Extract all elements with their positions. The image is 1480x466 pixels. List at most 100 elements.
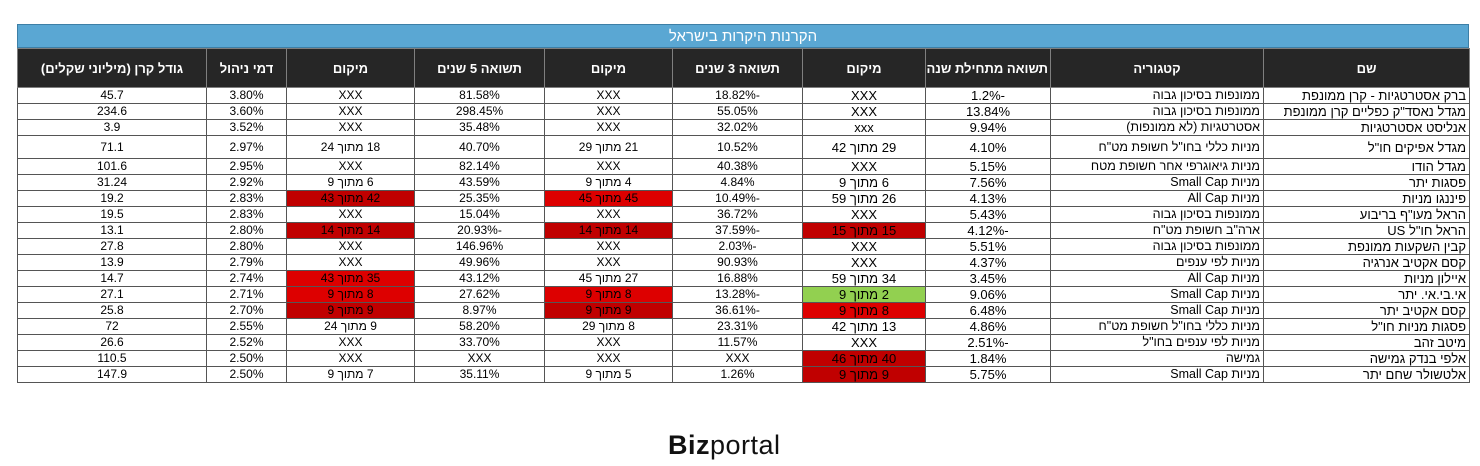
cell-name: מיטב זהב [1263,334,1470,351]
cell-rank-5y: XXX [286,334,415,351]
cell-category: מניות Small Cap [1050,366,1264,383]
cell-category: מניות Small Cap [1050,302,1264,319]
cell-rank-5y: XXX [286,87,415,104]
cell-rank-ytd: 13 מתוך 42 [802,318,926,335]
cell-fee: 3.80% [206,87,287,104]
cell-rank-5y: 9 מתוך 9 [286,302,415,319]
cell-return-3y: 10.52% [672,135,803,159]
cell-rank-3y: 27 מתוך 45 [544,270,673,287]
cell-rank-3y: XXX [544,87,673,104]
cell-rank-5y: XXX [286,206,415,223]
cell-name: מגדל אפיקים חו"ל [1263,135,1470,159]
cell-size: 101.6 [17,158,207,175]
cell-size: 13.9 [17,254,207,271]
cell-ytd: 5.51% [925,238,1051,255]
cell-return-5y: 58.20% [414,318,545,335]
cell-return-3y: 32.02% [672,119,803,136]
cell-rank-5y: 7 מתוך 9 [286,366,415,383]
cell-fee: 2.70% [206,302,287,319]
cell-ytd: 4.37% [925,254,1051,271]
cell-rank-ytd: XXX [802,206,926,223]
cell-size: 27.8 [17,238,207,255]
col-header-3y: תשואה 3 שנים [672,48,803,88]
cell-rank-ytd: XXX [802,87,926,104]
cell-rank-ytd: XXX [802,254,926,271]
cell-return-5y: 43.12% [414,270,545,287]
header-row: שם קטגוריה תשואה מתחילת שנה מיקום תשואה … [17,48,1470,88]
cell-rank-3y: XXX [544,206,673,223]
cell-name: איילון מניות [1263,270,1470,287]
cell-rank-3y: 8 מתוך 29 [544,318,673,335]
table-row: מגדל נאסד"ק כפליים קרן ממונפת ממונפות בסי… [17,103,1470,120]
cell-rank-5y: XXX [286,158,415,175]
cell-rank-3y: 21 מתוך 29 [544,135,673,159]
cell-category: ארה"ב חשופת מט"ח [1050,222,1264,239]
cell-ytd: 3.45% [925,270,1051,287]
cell-name: קסם אקטיב יתר [1263,302,1470,319]
cell-ytd: 9.06% [925,286,1051,303]
cell-category: מניות כללי בחו"ל חשופת מט"ח [1050,318,1264,335]
cell-return-5y: -20.93% [414,222,545,239]
col-header-rank-ytd: מיקום [802,48,926,88]
cell-fee: 3.60% [206,103,287,120]
cell-return-5y: 82.14% [414,158,545,175]
bizportal-logo: Bizportal [668,430,781,460]
cell-category: מניות גיאוגרפי אחר חשופת מטח [1050,158,1264,175]
cell-name: מגדל הודו [1263,158,1470,175]
cell-ytd: 7.56% [925,174,1051,191]
cell-return-3y: 40.38% [672,158,803,175]
table-row: פסגות מניות חו"ל מניות כללי בחו"ל חשופת מ… [17,318,1470,335]
cell-rank-5y: XXX [286,350,415,367]
cell-name: הראל מעו"ף בריבוע [1263,206,1470,223]
cell-size: 31.24 [17,174,207,191]
cell-name: ברק אסטרטגיות - קרן ממונפת [1263,87,1470,104]
cell-fee: 2.79% [206,254,287,271]
cell-rank-5y: 9 מתוך 24 [286,318,415,335]
table-row: מיטב זהב מניות לפי ענפים בחו"ל -2.51% XXX 11… [17,334,1470,351]
cell-category: ממונפות בסיכון גבוה [1050,103,1264,120]
cell-ytd: 13.84% [925,103,1051,120]
cell-ytd: 9.94% [925,119,1051,136]
cell-ytd: -4.12% [925,222,1051,239]
cell-fee: 2.83% [206,190,287,207]
cell-rank-ytd: XXX [802,334,926,351]
cell-return-3y: XXX [672,350,803,367]
cell-return-5y: 43.59% [414,174,545,191]
cell-name: אנליסט אסטרטגיות [1263,119,1470,136]
cell-ytd: 5.75% [925,366,1051,383]
cell-rank-ytd: 8 מתוך 9 [802,302,926,319]
col-header-fee: דמי ניהול [206,48,287,88]
cell-rank-ytd: XXX [802,158,926,175]
cell-ytd: 5.15% [925,158,1051,175]
cell-return-5y: 81.58% [414,87,545,104]
cell-rank-3y: 5 מתוך 9 [544,366,673,383]
cell-name: פסגות מניות חו"ל [1263,318,1470,335]
table-row: מגדל אפיקים חו"ל מניות כללי בחו"ל חשופת מ… [17,135,1470,159]
cell-category: ממונפות בסיכון גבוה [1050,87,1264,104]
cell-fee: 2.71% [206,286,287,303]
cell-rank-3y: 14 מתוך 14 [544,222,673,239]
cell-ytd: 6.48% [925,302,1051,319]
cell-return-5y: 8.97% [414,302,545,319]
table-title: הקרנות היקרות בישראל [17,24,1469,48]
cell-rank-ytd: 26 מתוך 59 [802,190,926,207]
table-row: אנליסט אסטרטגיות אסטרטגיות (לא ממונפות) 9.… [17,119,1470,136]
table-row: אלטשולר שחם יתר מניות Small Cap 5.75% 9 מתו… [17,366,1470,383]
cell-rank-3y: XXX [544,119,673,136]
cell-return-3y: 90.93% [672,254,803,271]
cell-rank-3y: 8 מתוך 9 [544,286,673,303]
cell-fee: 2.55% [206,318,287,335]
table-row: מגדל הודו מניות גיאוגרפי אחר חשופת מטח 5.1… [17,158,1470,175]
cell-ytd: 1.84% [925,350,1051,367]
table-row: קסם אקטיב יתר מניות Small Cap 6.48% 8 מתוך … [17,302,1470,319]
cell-size: 14.7 [17,270,207,287]
cell-return-3y: 4.84% [672,174,803,191]
cell-size: 72 [17,318,207,335]
cell-fee: 2.92% [206,174,287,191]
cell-size: 3.9 [17,119,207,136]
cell-rank-3y: XXX [544,334,673,351]
cell-category: מניות All Cap [1050,270,1264,287]
cell-rank-ytd: 29 מתוך 42 [802,135,926,159]
cell-ytd: -1.2% [925,87,1051,104]
table-row: אי.בי.אי. יתר מניות Small Cap 9.06% 2 מתוך … [17,286,1470,303]
